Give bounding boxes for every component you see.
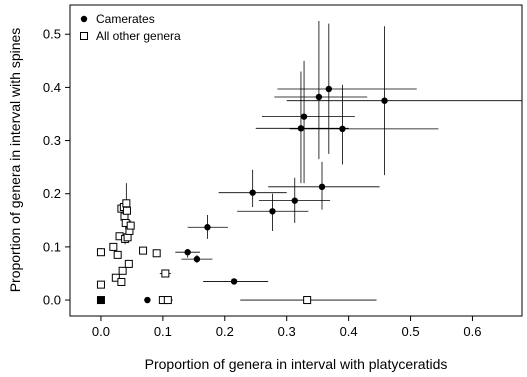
y-tick-label: 0.2 — [43, 186, 61, 201]
camerates-point — [184, 249, 191, 256]
other-genera-point — [152, 249, 161, 258]
error-bars — [100, 20, 522, 301]
x-axis-title: Proportion of genera in interval with pl… — [145, 356, 448, 372]
camerates-point — [325, 85, 333, 93]
camerates-point — [315, 93, 323, 101]
y-axis-title: Proportion of genera in interval with sp… — [7, 28, 23, 293]
other-genera-point — [109, 242, 118, 251]
other-genera-point — [122, 206, 131, 215]
camerates-point — [193, 255, 201, 263]
other-genera-point — [96, 280, 105, 289]
other-genera-point — [118, 266, 127, 275]
other-genera-point — [126, 221, 135, 230]
y-tick-label: 0.3 — [43, 133, 61, 148]
legend-marker-other-genera — [80, 32, 88, 40]
y-tick-label: 0.4 — [43, 80, 61, 95]
other-genera-point — [113, 250, 122, 259]
y-tick-label: 0.5 — [43, 27, 61, 42]
other-genera-point — [163, 296, 172, 305]
y-axis: 0.0 0.1 0.2 0.3 0.4 0.5 — [43, 27, 70, 308]
other-genera-point — [96, 296, 105, 305]
other-genera-point — [122, 199, 131, 208]
other-genera-point — [96, 248, 105, 257]
x-tick-label: 0.0 — [92, 324, 110, 339]
camerates-point — [318, 183, 326, 191]
data-points — [96, 85, 388, 305]
other-genera-point — [303, 296, 312, 305]
other-genera-point — [117, 277, 126, 286]
other-genera-point — [139, 246, 148, 255]
camerates-point — [144, 296, 151, 304]
camerates-point — [297, 125, 305, 132]
camerates-point — [204, 224, 211, 231]
x-tick-label: 0.6 — [463, 324, 481, 339]
y-tick-label: 0.0 — [43, 293, 61, 308]
x-tick-label: 0.4 — [340, 324, 358, 339]
camerates-point — [339, 125, 346, 133]
camerates-point — [291, 197, 298, 204]
x-tick-label: 0.2 — [216, 324, 234, 339]
other-genera-point — [124, 259, 133, 268]
x-tick-label: 0.5 — [402, 324, 420, 339]
camerates-point — [381, 97, 388, 104]
camerates-point — [249, 189, 256, 196]
y-tick-label: 0.1 — [43, 239, 61, 254]
camerates-point — [300, 113, 308, 120]
legend: Camerates All other genera — [80, 12, 181, 43]
x-tick-label: 0.1 — [154, 324, 172, 339]
legend-label-other-genera: All other genera — [96, 29, 181, 43]
other-genera-point — [161, 269, 170, 278]
x-axis: 0.0 0.1 0.2 0.3 0.4 0.5 0.6 — [92, 316, 482, 339]
legend-label-camerates: Camerates — [96, 12, 155, 26]
plot-frame — [69, 4, 523, 317]
other-genera-point — [111, 273, 120, 282]
camerates-point — [230, 278, 238, 285]
camerates-point — [269, 208, 276, 215]
legend-marker-camerates — [80, 15, 88, 23]
x-tick-label: 0.3 — [278, 324, 296, 339]
